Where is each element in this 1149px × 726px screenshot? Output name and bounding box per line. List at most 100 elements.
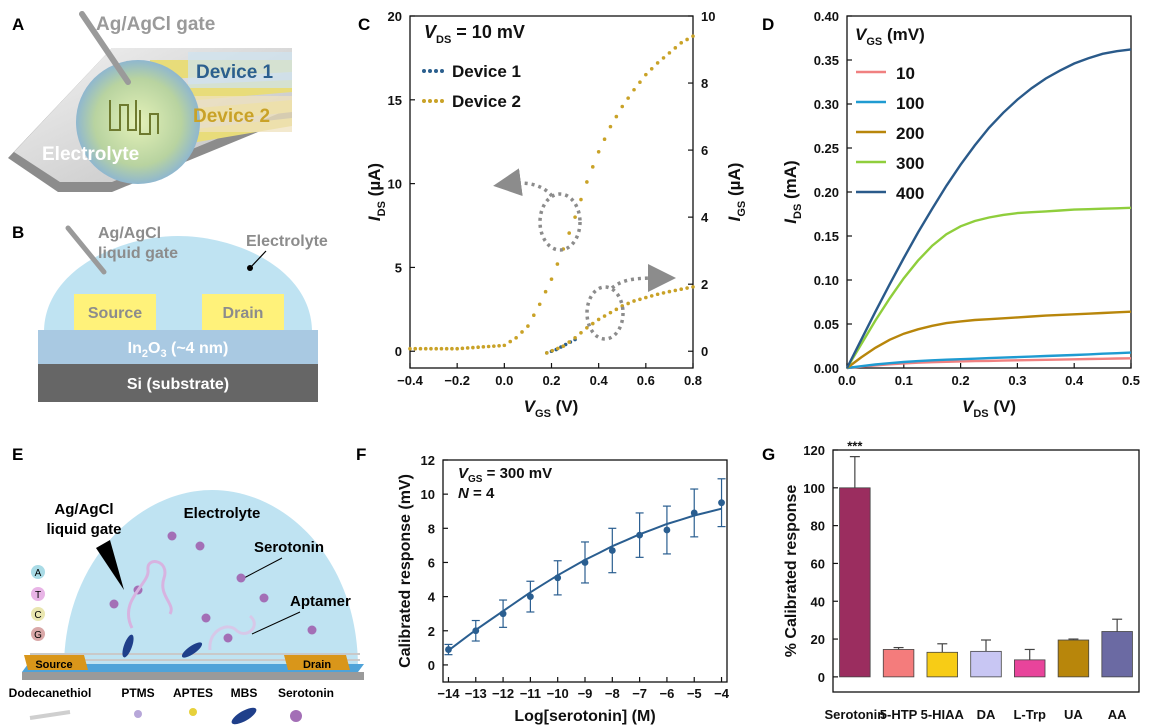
data-point (655, 61, 660, 65)
x-tick-label: −4 (714, 686, 730, 701)
left-axis-arrow (493, 168, 554, 198)
data-point (649, 67, 654, 71)
data-point (455, 346, 459, 351)
drain-label: Drain (303, 659, 331, 671)
data-point (429, 346, 433, 351)
electrolyte-droplet (76, 60, 200, 184)
data-point (544, 351, 549, 355)
substrate-top (22, 664, 364, 672)
y-axis-ticks: 0 20 40 60 80 100 120 (803, 443, 838, 685)
bar-aa (1101, 631, 1133, 678)
y-axis-label: IDS (mA) (781, 160, 804, 223)
data-point (649, 294, 654, 298)
data-point (486, 344, 491, 349)
legend-label-400: 400 (896, 184, 924, 203)
gate-tip (96, 540, 124, 590)
data-point (667, 289, 672, 294)
data-point (472, 627, 480, 635)
y-tick-label: 0 (818, 670, 825, 685)
data-point (561, 344, 566, 349)
x-tick-label: 0.0 (495, 373, 513, 388)
data-point (638, 297, 642, 302)
data-point (691, 34, 695, 38)
data-point (418, 346, 423, 351)
plot-frame (832, 449, 1140, 693)
data-point (679, 41, 684, 45)
data-point (590, 321, 595, 326)
x-tick-label: 0.5 (1122, 373, 1140, 388)
data-point (550, 348, 555, 353)
x-axis-ticks: −0.4 −0.2 0.0 0.2 0.4 0.6 0.8 (397, 363, 702, 388)
y-axis-right-ticks: 0 2 4 6 8 10 (688, 9, 715, 359)
x-axis-label: Log[serotonin] (M) (514, 708, 655, 725)
legend-symbol-1 (434, 69, 438, 73)
legend-symbol-2 (428, 99, 432, 103)
oxide-layer (38, 330, 318, 364)
y-tick-label: 40 (811, 594, 825, 609)
data-point (445, 646, 452, 653)
x-tick-label: −0.2 (444, 373, 470, 388)
data-point (434, 346, 439, 351)
x-tick-label: 0.2 (542, 373, 560, 388)
data-point (537, 302, 542, 307)
x-tick-label: 0.2 (952, 373, 970, 388)
panel-d-letter: D (762, 15, 774, 34)
y-axis-right-label: IGS (µA) (725, 163, 748, 222)
substrate-label: Si (substrate) (127, 376, 229, 393)
data-point (514, 336, 518, 340)
left-axis-ellipse (538, 192, 582, 252)
y-tick-label: 8 (428, 521, 435, 536)
data-point (471, 345, 475, 350)
y-left-tick-label: 0 (395, 344, 402, 359)
y-tick-label: 120 (803, 443, 825, 458)
data-point (499, 610, 507, 618)
x-axis-label: VGS (V) (524, 397, 579, 420)
legend-symbol-1 (440, 69, 444, 73)
x-tick-label: 0.8 (684, 373, 702, 388)
data-point (450, 346, 454, 351)
x-tick-label: −10 (547, 686, 569, 701)
aptamer-pointer (251, 611, 301, 635)
data-point (543, 289, 548, 294)
data-point (502, 343, 507, 348)
y-right-tick-label: 8 (701, 76, 708, 91)
data-point (555, 346, 560, 351)
gate-label-line1: Ag/AgCl (54, 501, 113, 518)
right-axis-ellipse (585, 285, 625, 341)
x-tick-label: −9 (578, 686, 593, 701)
drain-contact (202, 294, 284, 330)
data-point (626, 96, 630, 100)
y-tick-label: 0.30 (814, 97, 839, 112)
legend-label-100: 100 (896, 94, 924, 113)
data-point (644, 72, 648, 77)
y-axis-left-ticks: 0 5 10 15 20 (388, 9, 415, 359)
electrolyte-label: Electrolyte (246, 233, 328, 250)
x-tick-label: −6 (660, 686, 675, 701)
drain-electrode (284, 655, 350, 670)
data-point (465, 346, 470, 350)
data-point (608, 547, 616, 554)
legend-aptes: APTES (173, 686, 213, 700)
electrolyte-label: Electrolyte (184, 505, 261, 522)
data-point (661, 291, 666, 295)
x-tick-label: −7 (632, 686, 647, 701)
y-tick-label: 0.10 (814, 273, 839, 288)
data-point (581, 559, 589, 566)
y-tick-label: 0.15 (814, 229, 839, 244)
data-point (667, 51, 672, 55)
gate-wire (79, 11, 131, 85)
data-point (585, 180, 589, 184)
data-point (549, 277, 554, 281)
molecule-legend-icons (29, 707, 302, 725)
y-right-tick-label: 2 (701, 277, 708, 292)
y-right-tick-label: 10 (701, 9, 715, 24)
data-point (439, 346, 444, 351)
y-left-tick-label: 10 (388, 177, 402, 192)
data-point (423, 346, 428, 351)
device-1-box (188, 52, 292, 88)
y-tick-label: 20 (811, 632, 825, 647)
data-point (497, 343, 501, 348)
y-tick-label: 12 (421, 453, 435, 468)
category-label: AA (1108, 707, 1127, 722)
